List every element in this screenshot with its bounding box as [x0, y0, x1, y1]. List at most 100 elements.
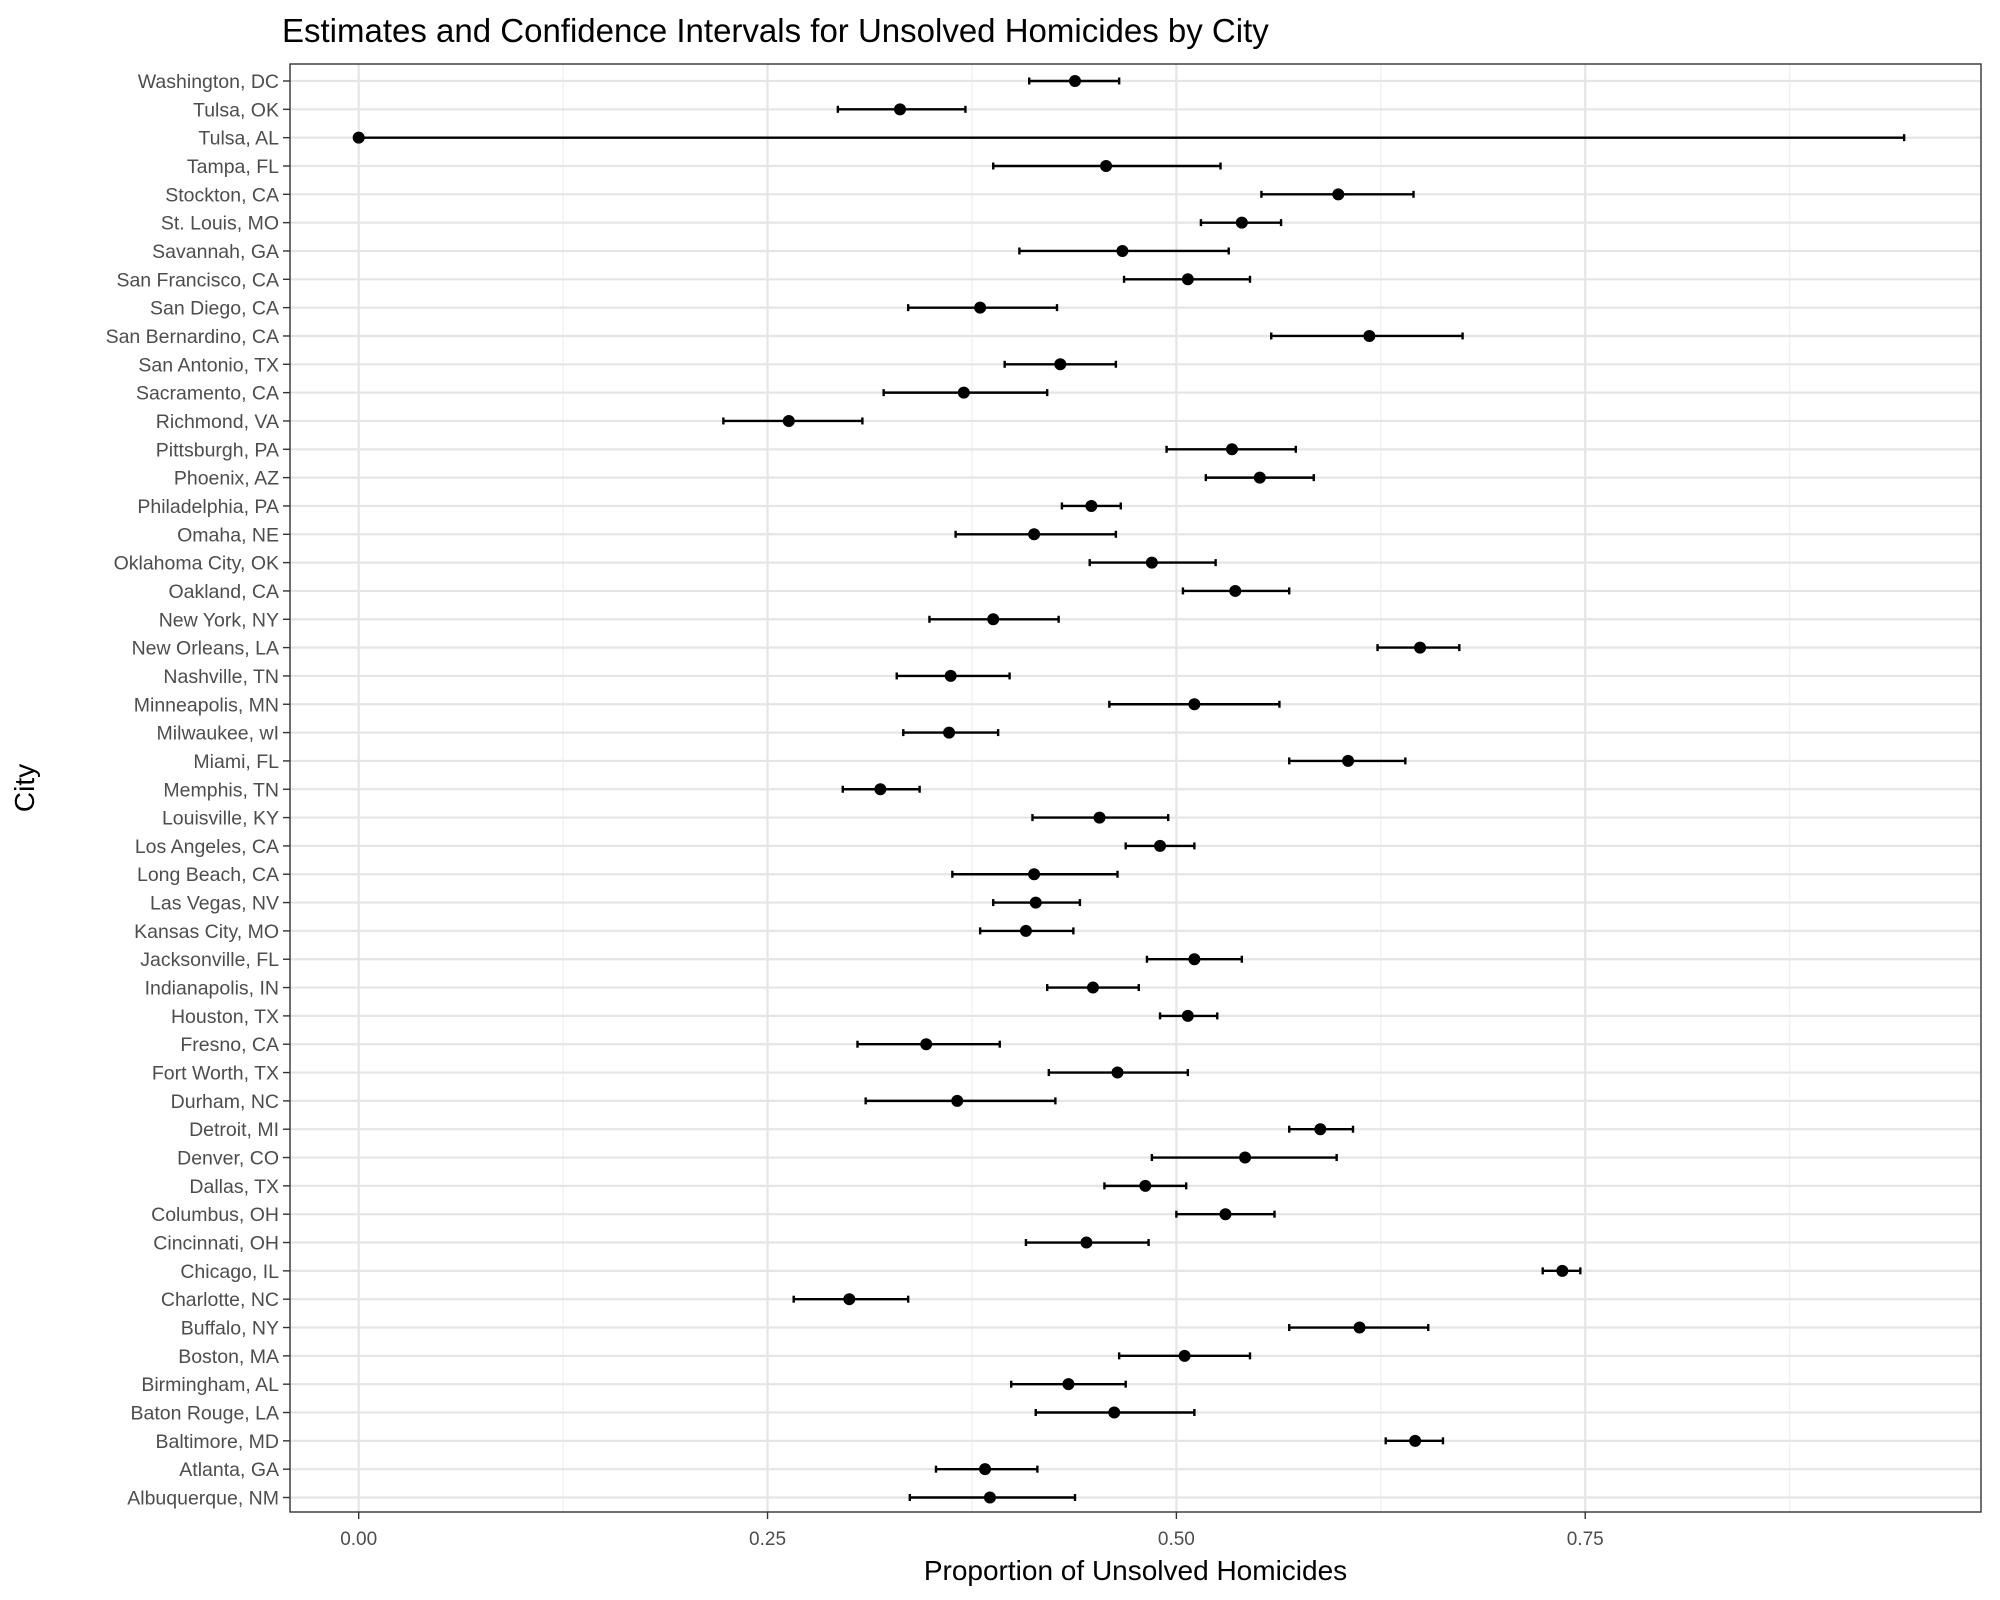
estimate-point	[1556, 1264, 1569, 1277]
y-tick-label: New Orleans, LA	[132, 638, 279, 660]
y-tick-label: Oklahoma City, OK	[114, 553, 279, 575]
estimate-point	[1239, 1151, 1252, 1164]
y-tick-label: Washington, DC	[138, 71, 279, 93]
y-tick-label: Long Beach, CA	[137, 864, 279, 886]
y-tick-label: Atlanta, GA	[179, 1459, 279, 1481]
y-tick-label: Las Vegas, NV	[150, 893, 279, 915]
estimate-point	[979, 1463, 992, 1476]
chart-title: Estimates and Confidence Intervals for U…	[282, 12, 1269, 49]
estimate-point	[983, 1491, 996, 1504]
y-tick-label: Memphis, TN	[163, 779, 279, 801]
y-tick-label: Los Angeles, CA	[135, 836, 279, 858]
y-tick-label: Indianapolis, IN	[145, 978, 279, 1000]
y-tick-label: Detroit, MI	[189, 1119, 279, 1141]
y-tick-label: Jacksonville, FL	[140, 949, 279, 971]
y-tick-label: Sacramento, CA	[136, 383, 279, 405]
y-tick-label: Fresno, CA	[180, 1034, 279, 1056]
estimate-point	[1080, 1236, 1093, 1249]
y-tick-label: Cincinnati, OH	[153, 1233, 279, 1255]
estimate-point	[1181, 1009, 1194, 1022]
estimate-point	[874, 783, 887, 796]
grid-lines	[290, 64, 1981, 1512]
y-tick-label: Boston, MA	[178, 1346, 279, 1368]
estimate-point	[1108, 1406, 1121, 1419]
estimate-point	[943, 726, 956, 739]
estimate-point	[1188, 953, 1201, 966]
panel-border	[289, 63, 1982, 1513]
y-tick-label: Richmond, VA	[156, 411, 279, 433]
estimate-point	[1363, 329, 1376, 342]
y-tick-label: Kansas City, MO	[134, 921, 279, 943]
estimate-point	[782, 414, 795, 427]
estimate-point	[1188, 698, 1201, 711]
y-tick-label: San Bernardino, CA	[106, 326, 279, 348]
y-tick-label: Savannah, GA	[152, 241, 279, 263]
y-tick-label: Louisville, KY	[162, 808, 279, 830]
y-tick-label: San Antonio, TX	[138, 354, 279, 376]
y-tick-label: Chicago, IL	[180, 1261, 279, 1283]
estimate-point	[1111, 1066, 1124, 1079]
x-axis-title: Proportion of Unsolved Homicides	[924, 1555, 1347, 1586]
y-tick-label: Milwaukee, wI	[157, 723, 279, 745]
estimate-point	[1154, 839, 1167, 852]
estimate-point	[944, 669, 957, 682]
estimate-point	[1116, 244, 1129, 257]
y-tick-label: Phoenix, AZ	[174, 468, 279, 490]
estimate-point	[1225, 443, 1238, 456]
estimate-point	[1029, 896, 1042, 909]
y-tick-label: St. Louis, MO	[161, 213, 279, 235]
y-tick-label: San Francisco, CA	[116, 269, 279, 291]
x-tick-label: 0.50	[1158, 1529, 1195, 1550]
y-tick-label: Oakland, CA	[168, 581, 279, 603]
estimate-point	[1414, 641, 1427, 654]
estimate-point	[1409, 1434, 1422, 1447]
estimate-point	[1028, 528, 1041, 541]
estimate-point	[1181, 273, 1194, 286]
estimate-point	[1235, 216, 1248, 229]
estimate-point	[1086, 981, 1099, 994]
y-tick-label: Denver, CO	[177, 1148, 279, 1170]
x-tick-label: 0.75	[1567, 1529, 1604, 1550]
estimate-point	[1085, 499, 1098, 512]
estimate-point	[1028, 868, 1041, 881]
y-tick-label: Houston, TX	[171, 1006, 279, 1028]
y-tick-label: Omaha, NE	[177, 524, 279, 546]
estimate-point	[894, 103, 907, 116]
estimate-point	[1019, 924, 1032, 937]
estimate-point	[1178, 1349, 1191, 1362]
y-tick-label: Philadelphia, PA	[137, 496, 279, 518]
estimate-point	[1145, 556, 1158, 569]
y-tick-label: New York, NY	[159, 609, 279, 631]
y-tick-label: Dallas, TX	[189, 1176, 279, 1198]
y-tick-label: Fort Worth, TX	[152, 1063, 279, 1085]
y-tick-label: Stockton, CA	[165, 184, 279, 206]
y-tick-label: Miami, FL	[193, 751, 279, 773]
estimate-point	[1314, 1123, 1327, 1136]
y-tick-label: Tulsa, AL	[198, 128, 279, 150]
estimate-point	[1229, 584, 1242, 597]
estimate-point	[957, 386, 970, 399]
estimate-point	[1332, 188, 1345, 201]
estimate-point	[1139, 1179, 1152, 1192]
estimate-point	[1353, 1321, 1366, 1334]
estimate-point	[1062, 1378, 1075, 1391]
estimate-point	[951, 1094, 964, 1107]
y-axis-title: City	[9, 764, 40, 812]
estimate-point	[987, 613, 1000, 626]
y-tick-label: Buffalo, NY	[181, 1318, 279, 1340]
estimate-point	[352, 131, 365, 144]
x-tick-label: 0.00	[340, 1529, 377, 1550]
y-tick-label: Nashville, TN	[163, 666, 279, 688]
y-tick-label: Pittsburgh, PA	[156, 439, 279, 461]
estimate-point	[1219, 1208, 1232, 1221]
y-tick-label: Durham, NC	[171, 1091, 279, 1113]
y-tick-label: Tulsa, OK	[193, 99, 279, 121]
estimate-point	[1100, 159, 1113, 172]
y-tick-label: Baltimore, MD	[155, 1431, 279, 1453]
y-tick-label: Charlotte, NC	[161, 1289, 279, 1311]
estimate-point	[1253, 471, 1266, 484]
x-axis: 0.00 0.25 0.50 0.75	[340, 1512, 1604, 1550]
x-tick-label: 0.25	[749, 1529, 786, 1550]
